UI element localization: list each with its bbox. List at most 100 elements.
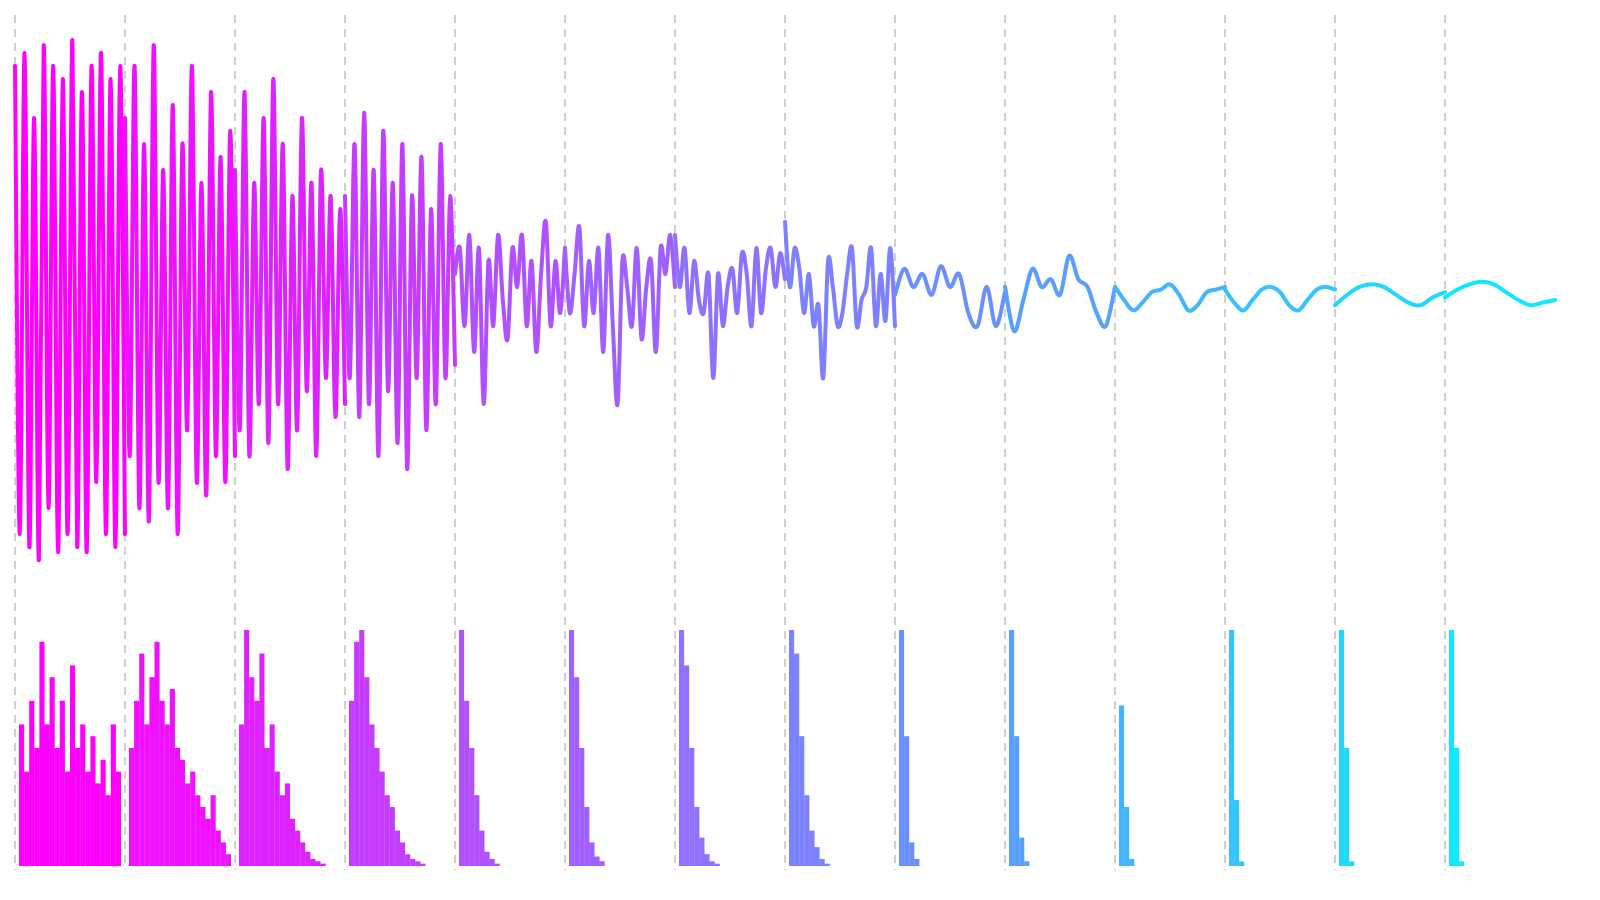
spectrum-bar xyxy=(379,771,385,866)
spectrum-bar xyxy=(1349,861,1355,866)
spectrum-bar xyxy=(180,759,186,866)
spectrum-bar xyxy=(579,748,585,866)
spectrum-bar xyxy=(100,759,106,866)
spectrum-bar xyxy=(1009,630,1015,866)
spectrum-bar xyxy=(1234,799,1240,866)
spectrum-bar xyxy=(195,795,201,866)
spectrum-bar xyxy=(300,842,306,866)
spectrum-bar xyxy=(279,795,285,866)
spectrum-bar xyxy=(709,861,715,866)
spectrum-bar xyxy=(169,689,175,866)
spectrum-bar xyxy=(814,847,820,866)
spectrum-bar xyxy=(284,783,290,866)
spectrum-bar xyxy=(244,630,250,866)
spectrum-bar xyxy=(54,748,60,866)
spectrum-bar xyxy=(1339,630,1345,866)
spectrum-bar xyxy=(144,724,150,866)
spectrum-bar xyxy=(295,830,301,866)
spectrum-bar xyxy=(694,807,700,866)
waveform xyxy=(563,224,677,408)
spectrum-bar xyxy=(1124,807,1130,866)
spectrum-bar xyxy=(320,863,326,866)
spectrum-bar xyxy=(904,736,910,866)
spectrum-bar xyxy=(569,630,575,866)
spectrum-bar xyxy=(70,665,76,866)
spectrum-bar xyxy=(369,724,375,866)
waveform xyxy=(893,264,1007,330)
spectrum-bar xyxy=(804,795,810,866)
spectrum-bar xyxy=(39,641,45,866)
spectrum-bar xyxy=(589,842,595,866)
spectrum-bar xyxy=(259,653,265,866)
spectrum-bar xyxy=(899,630,905,866)
spectrum-bar xyxy=(349,700,355,866)
waveform xyxy=(233,76,347,472)
spectrum-bar xyxy=(44,724,50,866)
spectrum-bar xyxy=(1229,630,1235,866)
spectrum-bar xyxy=(174,748,180,866)
spectrum-bar xyxy=(1344,748,1350,866)
spectrum-bar xyxy=(405,854,411,866)
spectrum-bar xyxy=(359,630,365,866)
spectrum-bar xyxy=(469,748,475,866)
spectrum-bar xyxy=(24,771,30,866)
spectrum-bar xyxy=(185,783,191,866)
spectrum-bar xyxy=(394,830,400,866)
spectrum-bar xyxy=(159,700,165,866)
spectrum-bar xyxy=(29,700,35,866)
waveform xyxy=(13,37,127,563)
spectrum-bar xyxy=(249,677,255,866)
spectrum-bar xyxy=(704,854,710,866)
spectrum-bar xyxy=(1024,861,1030,866)
spectrum-bar xyxy=(1119,705,1125,866)
waveform xyxy=(1223,284,1337,313)
spectrum-bar xyxy=(64,771,70,866)
spectrum-bar xyxy=(474,795,480,866)
spectrum-bar xyxy=(1014,736,1020,866)
spectrum-bar xyxy=(1454,748,1460,866)
spectrum-bar xyxy=(139,653,145,866)
spectrum-bar xyxy=(210,795,216,866)
spectrum-bar xyxy=(254,700,260,866)
spectrum-bar xyxy=(205,818,211,866)
spectrum-bar xyxy=(274,771,280,866)
spectrum-bar xyxy=(699,837,705,866)
spectrum-bar xyxy=(909,842,915,866)
spectrum-bar xyxy=(489,858,495,866)
spectrum-bar xyxy=(90,736,96,866)
waveform xyxy=(783,220,897,381)
spectrum-bar xyxy=(824,863,830,866)
spectrum-bar xyxy=(315,861,321,866)
spectrum-bar xyxy=(689,748,695,866)
spectrum-bar xyxy=(220,842,226,866)
spectrum-bar xyxy=(1459,861,1465,866)
spectrum-bar xyxy=(149,677,155,866)
waveform xyxy=(123,43,237,537)
spectrum-bar xyxy=(310,858,316,866)
spectrum-bar xyxy=(34,748,40,866)
spectrum-bar xyxy=(484,851,490,866)
spectrum-bar xyxy=(134,700,140,866)
spectrum-bar xyxy=(1019,837,1025,866)
spectrum-bar xyxy=(400,842,406,866)
spectrum-bar xyxy=(794,653,800,866)
spectrum-bar xyxy=(494,863,500,866)
spectrum-bar xyxy=(225,854,231,866)
spectrum-bar xyxy=(819,858,825,866)
spectrum-bar xyxy=(59,700,65,866)
spectrum-bar xyxy=(789,630,795,866)
spectrum-bar xyxy=(19,724,25,866)
spectrum-bar xyxy=(420,863,426,866)
spectrum-bar xyxy=(679,630,685,866)
spectrum-bar xyxy=(200,807,206,866)
spectrum-bar xyxy=(190,771,196,866)
spectrum-bar xyxy=(105,795,111,866)
spectrum-bar xyxy=(290,818,296,866)
waveform xyxy=(1443,279,1557,308)
waveform xyxy=(1333,282,1447,308)
waveform xyxy=(343,110,457,472)
spectrum-bar xyxy=(464,700,470,866)
waveform xyxy=(1113,282,1227,313)
waveform xyxy=(1003,253,1117,334)
